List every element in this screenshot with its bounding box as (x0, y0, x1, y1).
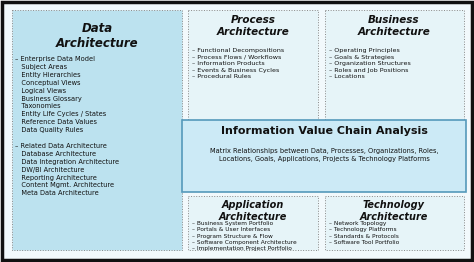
Text: Technology
Architecture: Technology Architecture (360, 200, 428, 222)
Text: – Network Topology
– Technology Platforms
– Standards & Protocols
– Software Too: – Network Topology – Technology Platform… (329, 221, 399, 245)
Text: Business
Architecture: Business Architecture (357, 15, 430, 37)
FancyBboxPatch shape (325, 196, 464, 250)
FancyBboxPatch shape (188, 10, 318, 128)
Text: – Business System Portfolio
– Portals & User Interfaces
– Program Structure & Fl: – Business System Portfolio – Portals & … (192, 221, 297, 251)
FancyBboxPatch shape (188, 196, 318, 250)
Text: Information Value Chain Analysis: Information Value Chain Analysis (220, 126, 428, 136)
FancyBboxPatch shape (325, 10, 464, 128)
Text: Application
Architecture: Application Architecture (219, 200, 287, 222)
Text: Matrix Relationships between Data, Processes, Organizations, Roles,
Locations, G: Matrix Relationships between Data, Proce… (210, 148, 438, 162)
Text: Process
Architecture: Process Architecture (217, 15, 289, 37)
Text: – Operating Principles
– Goals & Strategies
– Organization Structures
– Roles an: – Operating Principles – Goals & Strateg… (329, 48, 411, 79)
FancyBboxPatch shape (2, 2, 472, 260)
Text: Data
Architecture: Data Architecture (55, 22, 138, 50)
Text: – Functional Decompositions
– Process Flows / Workflows
– Information Products
–: – Functional Decompositions – Process Fl… (192, 48, 284, 79)
FancyBboxPatch shape (12, 10, 182, 250)
FancyBboxPatch shape (182, 120, 466, 192)
Text: – Enterprise Data Model
   Subject Areas
   Entity Hierarchies
   Conceptual Vie: – Enterprise Data Model Subject Areas En… (15, 56, 119, 196)
